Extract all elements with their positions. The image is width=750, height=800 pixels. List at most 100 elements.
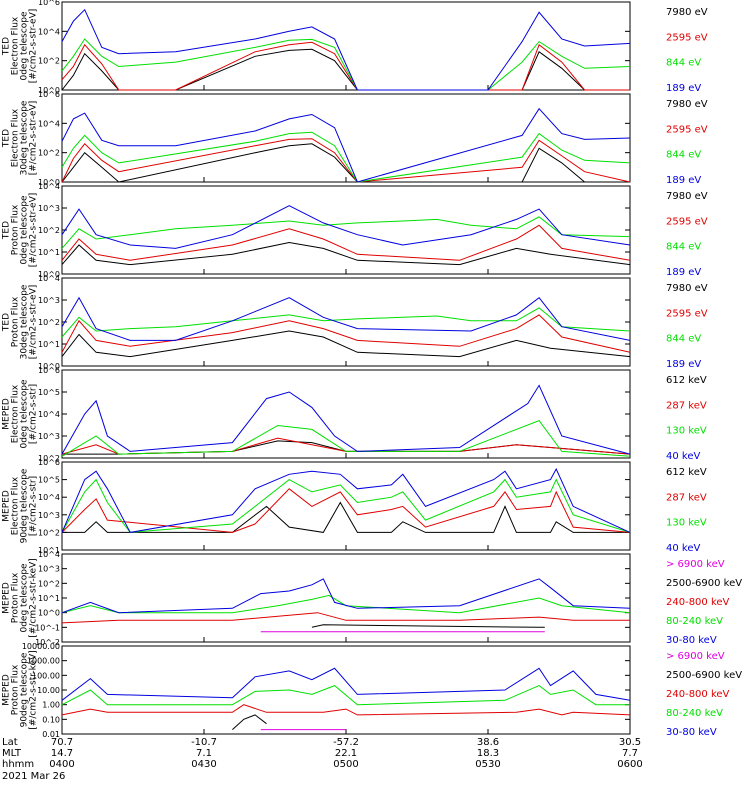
footer-lat-3: 38.6: [477, 737, 499, 748]
y-tick-label: 10^0: [38, 609, 60, 618]
series-line: [61, 296, 631, 341]
series-line: [61, 216, 631, 249]
y-tick-label: 10^0: [38, 178, 60, 187]
panel-ylabel: Proton Flux: [11, 204, 21, 255]
series-line: [61, 205, 631, 249]
y-tick-label: 0.10: [42, 715, 60, 724]
y-tick-label: 10^0: [38, 86, 60, 95]
panel-ylabel: [#/cm2-s-str-eV]: [29, 101, 39, 176]
panel-ylabel: 30deg telescope: [20, 100, 30, 175]
footer-lat-label: Lat: [2, 737, 18, 748]
panel-frame: [61, 185, 631, 275]
panel-ylabel: 90deg telescope: [20, 468, 30, 543]
legend-entry: 80-240 keV: [666, 708, 723, 719]
legend-entry: 612 keV: [666, 375, 707, 386]
panel-7: 0.01 0.10 1.00 10.00 100.00 1000.00 10000.00 ME…: [2, 642, 743, 739]
y-tick-label: 10^6: [38, 90, 60, 99]
legend-entry: 7980 eV: [666, 99, 708, 110]
y-tick-label: 10.00: [37, 686, 60, 695]
legend-entry: 7980 eV: [666, 283, 708, 294]
panel-ylabel: 0deg telescope: [20, 563, 30, 633]
y-tick-label: 10^0: [38, 270, 60, 279]
panel-6: 10^-2 10^-1 10^0 10^1 10^2 10^3 10^4 MEPED Proto…: [2, 550, 743, 647]
panel-ylabel: Proton Flux: [11, 664, 21, 715]
series-line: [61, 467, 631, 533]
y-tick-label: 10^6: [38, 366, 60, 375]
footer-hhmm-3: 0530: [475, 759, 500, 770]
y-tick-label: 10^3: [38, 511, 60, 520]
legend-entry: 844 eV: [666, 242, 701, 253]
panel-ylabel: Electron Flux: [11, 108, 21, 167]
panel-ylabel: TED: [2, 37, 12, 56]
legend-entry: 189 eV: [666, 359, 701, 370]
y-tick-label: 10^4: [38, 27, 60, 36]
y-tick-label: 10^-1: [35, 623, 60, 632]
legend-entry: 287 keV: [666, 400, 707, 411]
y-tick-label: 10^1: [38, 340, 60, 349]
series-line: [61, 48, 630, 91]
footer-hhmm-label: hhmm: [2, 759, 34, 770]
series-line: [61, 8, 631, 91]
legend-entry: 189 eV: [666, 175, 701, 186]
y-tick-label: 10^2: [38, 149, 60, 158]
y-tick-label: 10^4: [38, 274, 60, 283]
footer-mlt-2: 22.1: [335, 748, 357, 759]
y-tick-label: 10^0: [38, 362, 60, 371]
series-line: [61, 138, 631, 183]
series-line: [61, 478, 631, 533]
series-line: [61, 314, 631, 353]
series-line: [61, 437, 631, 455]
panel-ylabel: [#/cm2-s-str]: [29, 476, 39, 536]
panel-frame: [61, 461, 631, 551]
panel-ylabel: 0deg telescope: [20, 11, 30, 81]
y-tick-label: 10^2: [38, 528, 60, 537]
legend-entry: 30-80 keV: [666, 635, 717, 646]
legend-entry: 287 keV: [666, 492, 707, 503]
panel-ylabel: TED: [2, 221, 12, 240]
footer-hhmm-4: 0600: [617, 759, 642, 770]
legend-entry: 2500-6900 keV: [666, 670, 742, 681]
panel-ylabel: TED: [2, 129, 12, 148]
series-line: [61, 307, 631, 338]
panel-ylabel: [#/cm2-s-str-eV]: [29, 285, 39, 360]
legend-entry: 2595 eV: [666, 308, 708, 319]
series-line: [61, 241, 631, 266]
y-tick-label: 10^3: [38, 296, 60, 305]
footer-hhmm-0: 0400: [49, 759, 74, 770]
legend-entry: 130 keV: [666, 518, 707, 529]
y-tick-label: 10^2: [38, 579, 60, 588]
footer-lat-4: 30.5: [619, 737, 641, 748]
panel-ylabel: [#/cm2-s-str-eV]: [29, 9, 39, 84]
y-tick-label: 10^6: [38, 0, 60, 7]
legend-entry: 40 keV: [666, 451, 700, 462]
series-line: [61, 419, 631, 457]
footer-mlt-0: 14.7: [51, 748, 73, 759]
series-line: [61, 594, 631, 614]
series-line: [61, 685, 630, 706]
footer-hhmm-1: 0430: [191, 759, 216, 770]
legend-entry: 189 eV: [666, 267, 701, 278]
panel-ylabel: TED: [2, 313, 12, 332]
panel-5: 10^1 10^2 10^3 10^4 10^5 10^6 MEPED Electron Fl…: [2, 458, 707, 555]
panel-0: 10^0 10^2 10^4 10^6 TED Electron Flux 0deg tel…: [2, 0, 708, 95]
y-tick-label: 10^1: [38, 546, 60, 555]
footer-lat-2: -57.2: [333, 737, 359, 748]
panel-ylabel: MEPED: [2, 582, 12, 614]
legend-entry: 40 keV: [666, 543, 700, 554]
footer-lat-1: -10.7: [191, 737, 217, 748]
series-line: [61, 578, 631, 614]
panel-ylabel: MEPED: [2, 490, 12, 522]
series-line: [62, 501, 630, 533]
time-axis-footer: Lat MLT hhmm 2021 Mar 26 70.7 14.7 0400 …: [2, 737, 643, 782]
legend-entry: 130 keV: [666, 426, 707, 437]
footer-mlt-4: 7.7: [622, 748, 638, 759]
panel-ylabel: 30deg telescope: [20, 284, 30, 359]
y-tick-label: 10^2: [38, 454, 60, 463]
y-tick-label: 10^4: [38, 493, 60, 502]
y-tick-label: 1.00: [42, 701, 60, 710]
legend-entry: 844 eV: [666, 150, 701, 161]
series-line: [61, 131, 631, 183]
panel-ylabel: MEPED: [2, 674, 12, 706]
panel-2: 10^0 10^1 10^2 10^3 10^4 TED Proton Flux 0deg t…: [2, 182, 708, 279]
